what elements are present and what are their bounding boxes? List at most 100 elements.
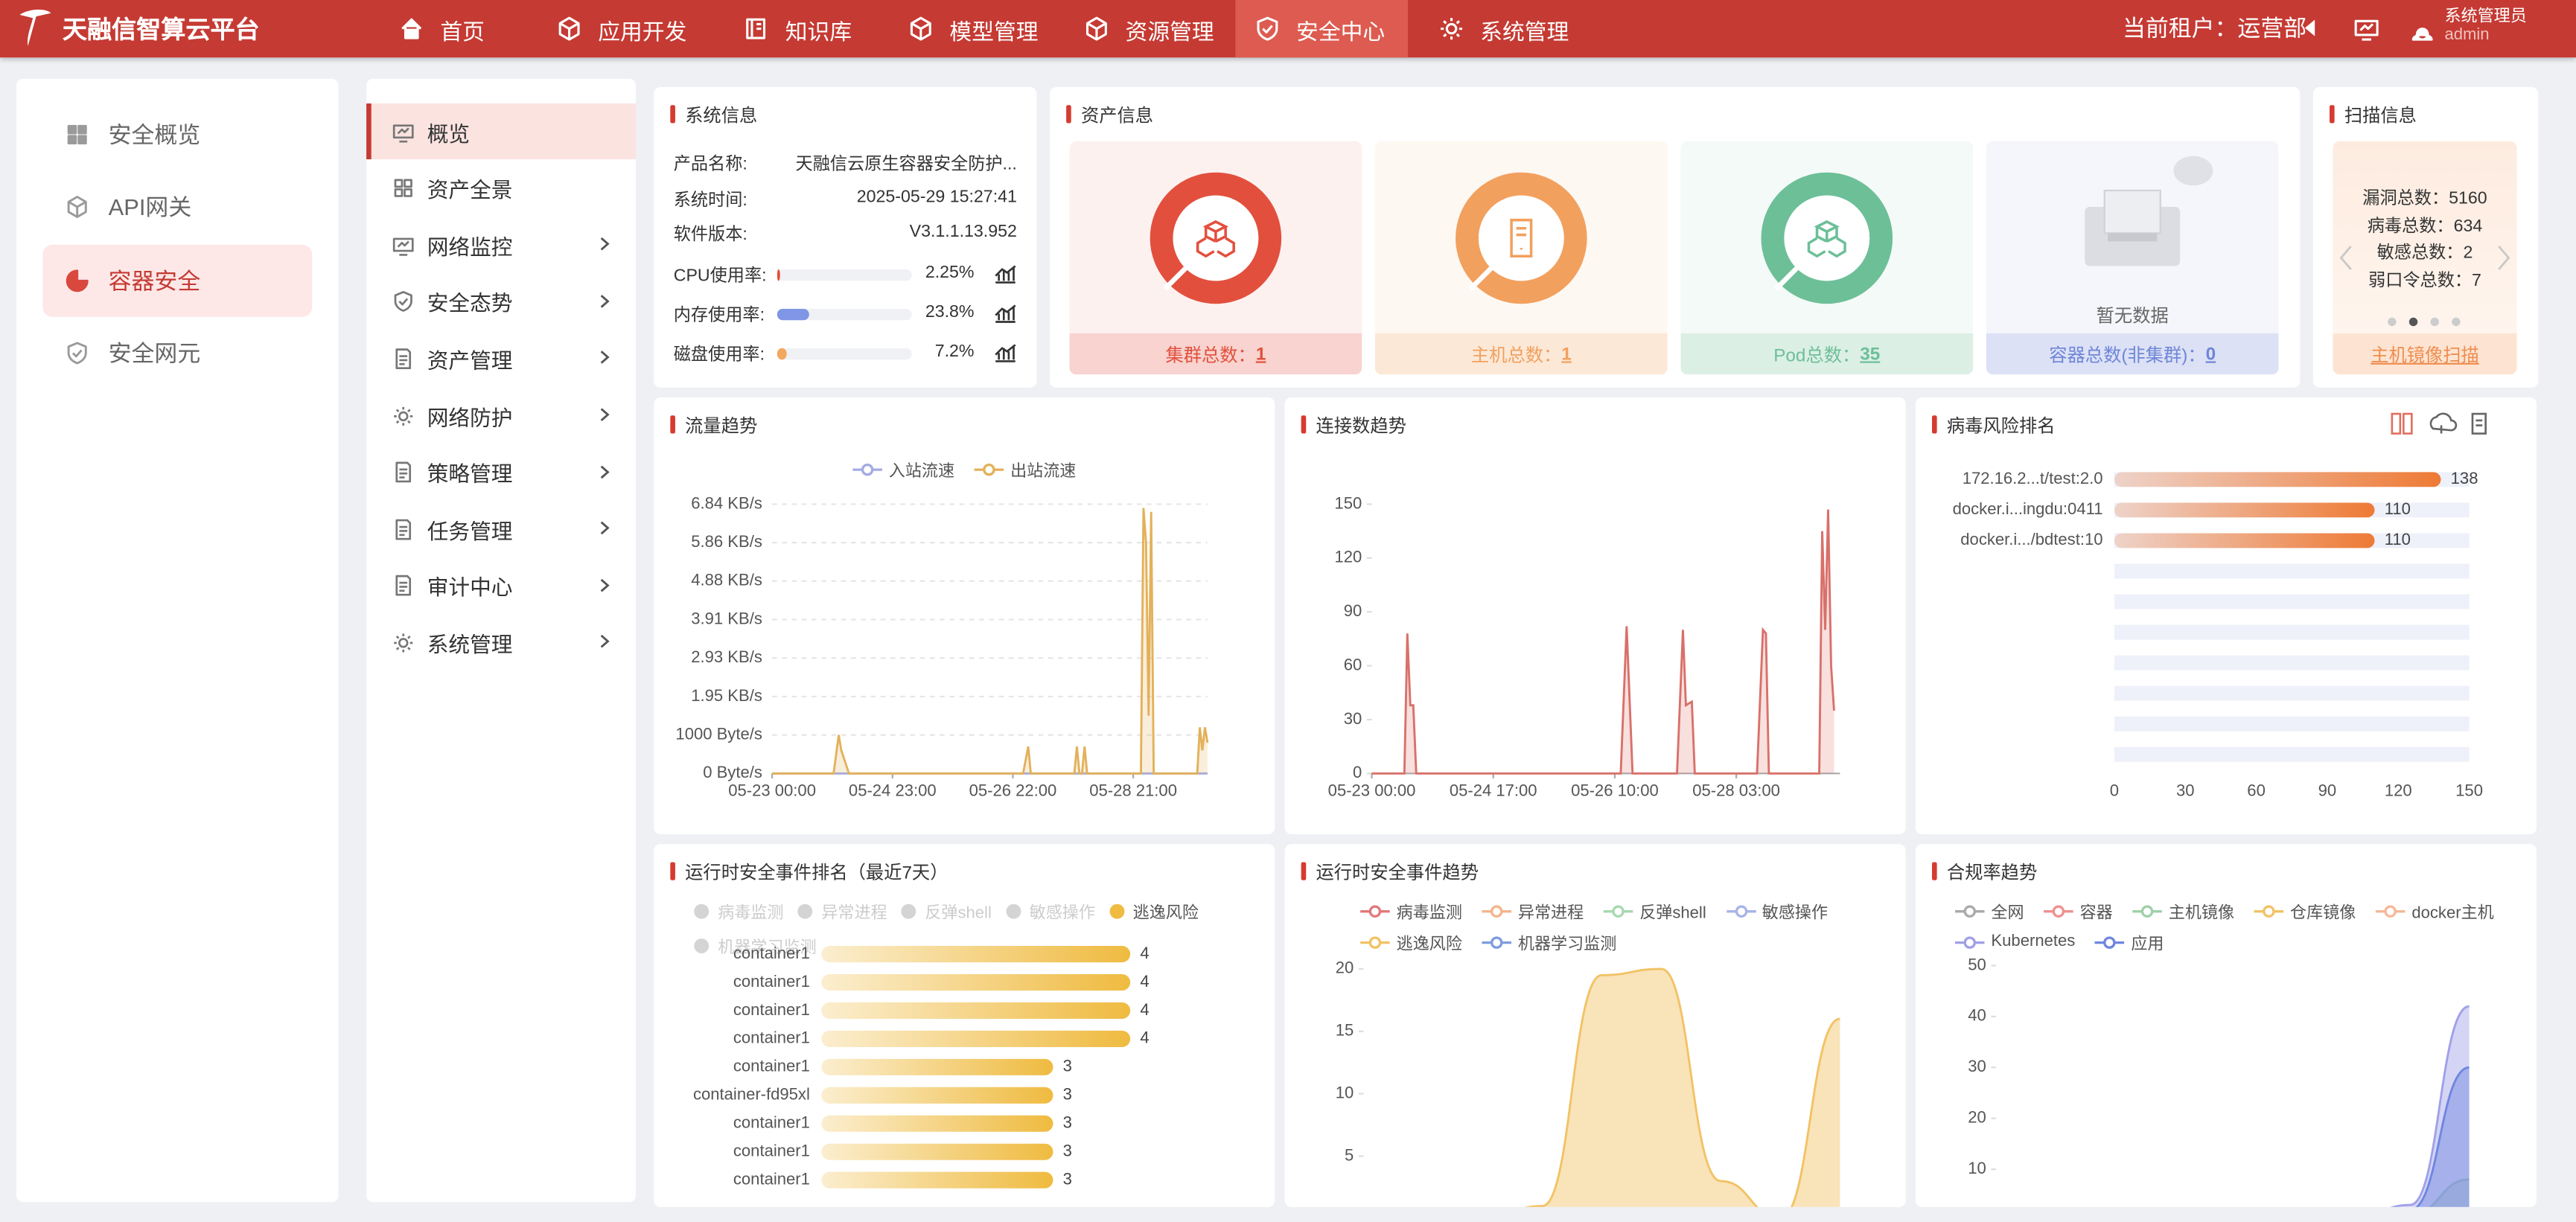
legend-item[interactable]: 应用 (2094, 930, 2164, 955)
nav-item[interactable]: 安全中心 (1235, 0, 1409, 58)
legend-item[interactable]: 异常进程 (797, 898, 887, 923)
submenu-label[interactable]: 任务管理 (427, 518, 513, 543)
legend-item[interactable]: 入站流速 (852, 456, 955, 482)
legend-label[interactable]: 反弹shell (925, 904, 992, 924)
legend-item[interactable]: 仓库镜像 (2254, 898, 2356, 923)
legend-label[interactable]: 机器学习监测 (718, 939, 817, 958)
asset-strip[interactable]: 容器总数(非集群)： 0 (1986, 333, 2279, 375)
legend-item[interactable]: docker主机 (2375, 898, 2494, 924)
legend-label[interactable]: 反弹shell (1639, 904, 1706, 924)
nav-label[interactable]: 模型管理 (949, 19, 1039, 44)
submenu-label[interactable]: 审计中心 (427, 575, 513, 601)
nav-item[interactable]: 应用开发 (538, 0, 710, 57)
submenu-item[interactable]: 资产全景 (366, 160, 636, 216)
nav-label[interactable]: 安全中心 (1296, 19, 1386, 44)
sidebar-label[interactable]: 安全网元 (108, 339, 201, 366)
legend-item[interactable]: 容器 (2044, 898, 2113, 923)
legend-label[interactable]: 逃逸风险 (1132, 904, 1199, 924)
nav-label[interactable]: 资源管理 (1125, 19, 1214, 44)
sidebar-item[interactable]: 安全概览 (42, 98, 312, 170)
sidebar-label[interactable]: API网关 (108, 194, 192, 221)
legend-label[interactable]: 敏感操作 (1029, 904, 1095, 924)
submenu-item[interactable]: 任务管理 (366, 501, 636, 557)
asset-value[interactable]: 35 (1860, 344, 1881, 364)
legend-item[interactable]: 异常进程 (1482, 898, 1584, 923)
legend-item[interactable]: 全网 (1954, 898, 2024, 924)
nav-label[interactable]: 系统管理 (1480, 19, 1569, 44)
nav-item[interactable]: 首页 (380, 0, 508, 57)
nav-item[interactable]: 资源管理 (1065, 0, 1237, 57)
submenu-label[interactable]: 概览 (427, 121, 471, 146)
legend-label[interactable]: 入站流速 (888, 463, 955, 482)
submenu-label[interactable]: 资产管理 (427, 348, 513, 373)
scan-link[interactable]: 主机镜像扫描 (2371, 345, 2479, 365)
nav-item[interactable]: 模型管理 (889, 0, 1062, 57)
legend-item[interactable]: 出站流速 (974, 456, 1077, 482)
asset-strip[interactable]: 主机总数： 1 (1374, 333, 1668, 375)
asset-strip[interactable]: Pod总数： 35 (1680, 333, 1974, 375)
asset-card[interactable]: Pod总数： 35 (1680, 141, 1974, 375)
submenu-item[interactable]: 审计中心 (366, 558, 636, 614)
submenu-item[interactable]: 网络监控 (366, 217, 636, 273)
legend-label[interactable]: 病毒监测 (718, 904, 784, 924)
nav-item[interactable]: 系统管理 (1420, 0, 1593, 57)
asset-label[interactable]: 主机总数： (1470, 345, 1562, 365)
asset-card[interactable]: 主机总数： 1 (1374, 141, 1668, 375)
asset-value[interactable]: 0 (2205, 344, 2216, 364)
legend-label[interactable]: 容器 (2079, 904, 2113, 924)
submenu-label[interactable]: 网络监控 (427, 234, 513, 259)
legend-item[interactable]: 机器学习监测 (693, 933, 817, 958)
nav-label[interactable]: 应用开发 (598, 19, 687, 44)
sidebar-label[interactable]: 安全概览 (108, 121, 201, 148)
nav-item[interactable]: 知识库 (724, 0, 875, 57)
sidebar-item[interactable]: 容器安全 (42, 243, 313, 316)
legend-label[interactable]: 全网 (1991, 904, 2024, 924)
submenu-label[interactable]: 网络防护 (427, 404, 513, 430)
submenu-label[interactable]: 资产全景 (427, 177, 513, 202)
sidebar-label[interactable]: 容器安全 (108, 266, 201, 294)
legend-item[interactable]: 敏感操作 (1726, 898, 1828, 923)
submenu-item[interactable]: 安全态势 (366, 274, 636, 330)
submenu-label[interactable]: 系统管理 (427, 632, 513, 657)
legend-label[interactable]: 敏感操作 (1762, 904, 1829, 924)
legend-item[interactable]: Kubernetes (1954, 930, 2076, 954)
submenu-item[interactable]: 资产管理 (366, 330, 636, 386)
legend-label[interactable]: Kubernetes (1991, 933, 2076, 951)
asset-label[interactable]: 容器总数(非集群)： (2049, 345, 2206, 365)
nav-label[interactable]: 首页 (440, 19, 485, 44)
legend-item[interactable]: 逃逸风险 (1360, 930, 1462, 954)
legend-item[interactable]: 反弹shell (1603, 898, 1706, 924)
legend-label[interactable]: 仓库镜像 (2290, 904, 2356, 924)
submenu-item[interactable]: 策略管理 (366, 444, 636, 500)
asset-card[interactable]: 暂无数据 容器总数(非集群)： 0 (1986, 141, 2279, 375)
legend-label[interactable]: 异常进程 (821, 904, 887, 924)
asset-value[interactable]: 1 (1255, 344, 1266, 364)
asset-label[interactable]: Pod总数： (1773, 345, 1861, 365)
submenu-label[interactable]: 安全态势 (427, 291, 513, 316)
asset-card[interactable]: 集群总数： 1 (1069, 141, 1362, 375)
submenu-item[interactable]: 概览 (366, 103, 636, 160)
asset-label[interactable]: 集群总数： (1165, 345, 1256, 365)
submenu-label[interactable]: 策略管理 (427, 461, 513, 487)
legend-item[interactable]: 逃逸风险 (1109, 898, 1199, 923)
legend-item[interactable]: 机器学习监测 (1482, 930, 1616, 954)
legend-label[interactable]: 逃逸风险 (1396, 935, 1462, 955)
legend-label[interactable]: 应用 (2131, 935, 2164, 955)
legend-label[interactable]: 机器学习监测 (1517, 935, 1617, 955)
legend-label[interactable]: 异常进程 (1517, 904, 1584, 924)
legend-label[interactable]: 病毒监测 (1396, 904, 1462, 924)
legend-item[interactable]: 敏感操作 (1005, 898, 1095, 923)
submenu-item[interactable]: 系统管理 (366, 615, 636, 671)
legend-item[interactable]: 主机镜像 (2132, 898, 2234, 923)
sidebar-item[interactable]: 安全网元 (42, 317, 312, 389)
tenant[interactable]: 当前租户：运营部 (2122, 14, 2307, 42)
legend-label[interactable]: docker主机 (2411, 904, 2494, 924)
nav-label[interactable]: 知识库 (785, 19, 852, 44)
legend-label[interactable]: 主机镜像 (2168, 904, 2235, 924)
legend-item[interactable]: 病毒监测 (693, 898, 784, 924)
asset-value[interactable]: 1 (1561, 344, 1572, 364)
submenu-item[interactable]: 网络防护 (366, 388, 636, 444)
sidebar-item[interactable]: API网关 (42, 171, 312, 243)
asset-strip[interactable]: 集群总数： 1 (1069, 333, 1362, 375)
legend-label[interactable]: 出站流速 (1010, 463, 1077, 482)
